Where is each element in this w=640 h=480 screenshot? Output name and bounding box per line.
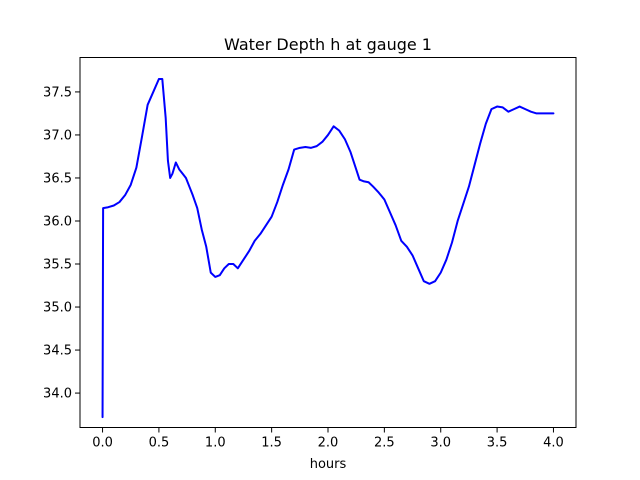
y-tick-label: 34.5: [43, 344, 72, 359]
series-line: [101, 78, 555, 419]
series-layer: [101, 78, 555, 419]
x-tick-label: 0.0: [92, 436, 113, 451]
y-tick-label: 34.0: [43, 387, 72, 402]
y-tick-label: 37.5: [43, 85, 72, 100]
x-tick-label: 3.5: [487, 436, 508, 451]
x-tick-label: 1.5: [261, 436, 282, 451]
plot-area-frame: [79, 57, 577, 428]
y-tick-label: 37.0: [43, 128, 72, 143]
x-tick-label: 3.0: [430, 436, 451, 451]
x-tick-label: 4.0: [543, 436, 564, 451]
x-tick-label: 2.0: [318, 436, 339, 451]
y-tick-label: 36.5: [43, 171, 72, 186]
axis-ticks: 0.0 0.5 1.0 1.5 2.0 2.5 3.0 3.5 4.0 34.0 34.5 35.0 3…: [43, 85, 564, 450]
chart-title: Water Depth h at gauge 1: [224, 35, 432, 54]
y-tick-label: 35.5: [43, 258, 72, 273]
x-tick-label: 0.5: [149, 436, 170, 451]
x-axis-label: hours: [310, 457, 347, 472]
x-tick-label: 1.0: [205, 436, 226, 451]
y-tick-label: 36.0: [43, 214, 72, 229]
y-tick-label: 35.0: [43, 301, 72, 316]
x-tick-label: 2.5: [374, 436, 395, 451]
